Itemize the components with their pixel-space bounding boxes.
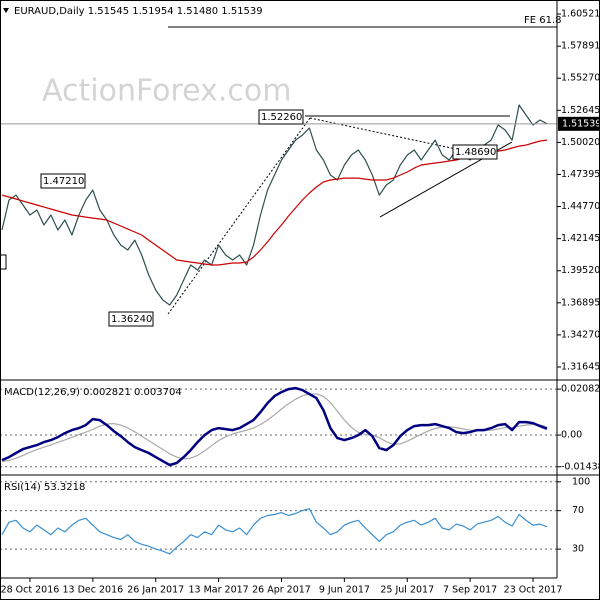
y-tick-label: 1.39520 (561, 265, 600, 276)
watermark: ActionForex.com (42, 74, 291, 109)
annotation-box (0, 254, 7, 270)
x-tick-label: 28 Oct 2016 (1, 585, 60, 596)
current-price-label: 1.51539 (562, 118, 600, 129)
series-line (1, 393, 548, 463)
y-tick-label: 1.60521 (561, 9, 600, 20)
projection-line (309, 117, 471, 153)
current-price-box (558, 116, 599, 131)
annotation-box (40, 173, 86, 189)
series-line (1, 386, 548, 467)
x-tick-label: 26 Jan 2017 (127, 585, 184, 596)
y-tick-label: -0.014386 (561, 461, 600, 472)
y-tick-label: 1.55270 (561, 73, 600, 84)
annotation-box (258, 109, 304, 125)
y-tick-label: 1.50020 (561, 137, 600, 148)
title-icon (3, 8, 9, 13)
annotation: FE 61.8 (524, 15, 562, 26)
y-tick-label: 1.44770 (561, 201, 600, 212)
y-tick-label: 1.42145 (561, 233, 600, 244)
x-tick-label: 7 Sep 2017 (443, 585, 497, 596)
y-tick-label: 0.020827 (561, 384, 600, 395)
annotation-box (108, 311, 154, 327)
y-tick-label: 1.31645 (561, 361, 600, 372)
series-line (1, 508, 548, 555)
projection-line (167, 117, 311, 315)
plot: EURAUD,Daily 1.51545 1.51954 1.51480 1.5… (0, 6, 600, 596)
panel-title: EURAUD,Daily 1.51545 1.51954 1.51480 1.5… (14, 6, 263, 17)
x-tick-label: 13 Mar 2017 (188, 585, 248, 596)
x-tick-label: 9 Jun 2017 (319, 585, 370, 596)
y-tick-label: 70 (572, 505, 584, 516)
annotation: 1.47210 (43, 176, 84, 187)
y-tick-label: 1.47395 (561, 169, 600, 180)
panel-title: MACD(12,26,9) 0.002821 0.003704 (4, 387, 182, 398)
panel-title: RSI(14) 53.3218 (4, 482, 85, 493)
y-tick-label: 30 (572, 544, 584, 555)
x-tick-label: 25 Jul 2017 (380, 585, 434, 596)
x-tick-label: 26 Apr 2017 (252, 585, 311, 596)
y-tick-label: 1.57891 (561, 41, 600, 52)
y-tick-label: 1.52645 (561, 105, 600, 116)
y-tick-label: 100 (572, 476, 590, 487)
x-tick-label: 13 Dec 2016 (62, 585, 123, 596)
y-tick-label: 0.00 (561, 430, 582, 441)
annotation-box (452, 144, 498, 160)
y-tick-label: 1.34270 (561, 329, 600, 340)
y-tick-label: 1.36895 (561, 297, 600, 308)
x-tick-label: 23 Oct 2017 (504, 585, 563, 596)
series-line (1, 139, 548, 266)
annotation: 1.36240 (111, 314, 152, 325)
annotation: 1.52260 (261, 112, 302, 123)
annotation: 1.48690 (455, 147, 496, 158)
